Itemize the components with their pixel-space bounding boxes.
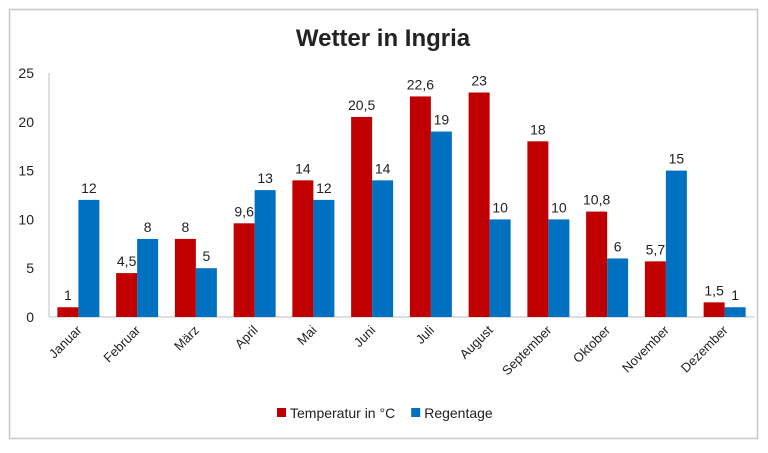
bar-temperature	[644, 261, 666, 317]
data-label: 12	[81, 180, 97, 196]
bar-rain-days	[489, 219, 511, 317]
legend-swatch	[411, 408, 421, 417]
data-label: 1	[731, 287, 739, 303]
data-label: 4,5	[117, 253, 137, 269]
y-tick-label: 20	[18, 114, 34, 130]
y-tick-label: 0	[26, 309, 34, 325]
data-label: 5	[202, 248, 210, 264]
bar-rain-days	[313, 199, 335, 317]
legend-label: Temperatur in °C	[290, 405, 395, 421]
chart-title: Wetter in Ingria	[296, 25, 471, 52]
data-label: 1,5	[704, 282, 724, 298]
bar-rain-days	[724, 307, 746, 317]
bar-temperature	[57, 307, 79, 317]
y-tick-label: 10	[18, 211, 34, 227]
bar-rain-days	[195, 268, 217, 317]
bar-temperature	[527, 141, 549, 317]
bar-rain-days	[548, 219, 570, 317]
bar-rain-days	[430, 131, 452, 317]
data-label: 8	[181, 219, 189, 235]
bar-rain-days	[372, 180, 394, 317]
data-label: 12	[316, 180, 332, 196]
data-label: 1	[64, 287, 72, 303]
data-label: 18	[530, 121, 546, 137]
data-label: 20,5	[348, 97, 375, 113]
data-label: 22,6	[407, 76, 434, 92]
data-label: 6	[614, 238, 622, 254]
data-label: 10	[551, 199, 567, 215]
bar-rain-days	[665, 170, 687, 317]
y-tick-label: 25	[18, 65, 34, 81]
bar-rain-days	[137, 238, 159, 317]
bar-rain-days	[607, 258, 629, 317]
data-label: 19	[434, 112, 450, 128]
data-label: 8	[144, 219, 152, 235]
data-label: 10	[492, 199, 508, 215]
data-label: 10,8	[583, 192, 610, 208]
legend-label: Regentage	[424, 405, 493, 421]
data-label: 13	[257, 170, 273, 186]
bar-temperature	[351, 116, 373, 317]
bar-temperature	[292, 180, 314, 317]
data-label: 5,7	[646, 241, 666, 257]
bar-rain-days	[254, 190, 276, 317]
bar-temperature	[233, 223, 255, 317]
bar-temperature	[468, 92, 490, 318]
data-label: 15	[669, 151, 685, 167]
bar-temperature	[703, 302, 725, 317]
y-tick-label: 15	[18, 163, 34, 179]
data-label: 14	[295, 160, 311, 176]
bar-rain-days	[78, 199, 100, 317]
data-label: 23	[471, 73, 487, 89]
bar-temperature	[409, 96, 431, 317]
bar-temperature	[116, 273, 138, 317]
bar-temperature	[586, 211, 608, 317]
data-label: 9,6	[234, 203, 254, 219]
y-tick-label: 5	[26, 260, 34, 276]
data-label: 14	[375, 160, 391, 176]
legend-swatch	[277, 408, 286, 417]
bar-temperature	[174, 238, 196, 317]
